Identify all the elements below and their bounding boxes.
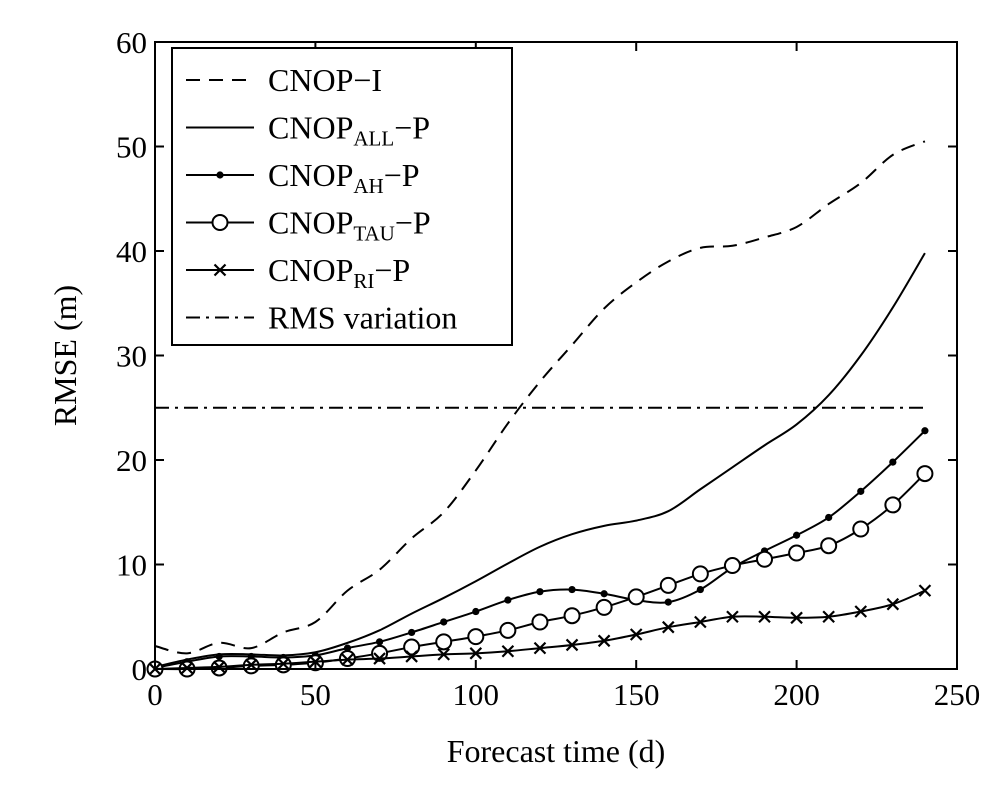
- data-point: [627, 588, 645, 606]
- data-point: [565, 638, 579, 652]
- y-tick-label: 40: [116, 234, 147, 269]
- x-tick-label: 250: [934, 677, 981, 712]
- data-point: [854, 605, 868, 618]
- data-point: [180, 661, 194, 675]
- data-point: [437, 648, 450, 661]
- data-point: [889, 458, 897, 466]
- data-point: [403, 638, 421, 656]
- data-point: [435, 633, 453, 651]
- data-point: [504, 596, 512, 604]
- data-point: [533, 641, 547, 655]
- data-point: [825, 513, 833, 522]
- data-point: [758, 610, 771, 624]
- legend-entry: CNOP−I: [268, 62, 382, 98]
- ticks-layer: 0 50 100 150 200 250 0 10 20 30 40 50 60: [116, 25, 980, 712]
- x-tick-label: 150: [613, 677, 660, 712]
- legend-marker: [211, 214, 229, 231]
- legend-box: [171, 47, 513, 346]
- data-point: [563, 607, 581, 625]
- data-point: [793, 531, 801, 539]
- data-point: [790, 611, 803, 625]
- data-point: [595, 598, 613, 616]
- data-point: [277, 657, 290, 671]
- y-axis-label: RMSE (m): [47, 285, 83, 426]
- data-point: [822, 610, 835, 624]
- data-point: [918, 584, 932, 597]
- legend-entry: RMS variation: [268, 300, 457, 336]
- legend: CNOP−I CNOPALL−P CNOPAH−P CNOPTAU−P CNOPRI−P…: [171, 47, 513, 346]
- series-4: [148, 584, 932, 676]
- data-point: [371, 644, 389, 662]
- data-point: [691, 565, 709, 583]
- data-point: [408, 628, 416, 637]
- data-point: [536, 588, 544, 596]
- series-line: [154, 140, 926, 655]
- data-point: [723, 557, 741, 575]
- y-tick-label: 50: [116, 130, 147, 165]
- legend-marker: [213, 263, 227, 277]
- data-point: [659, 576, 677, 594]
- data-point: [469, 647, 483, 660]
- data-point: [788, 544, 806, 562]
- data-point: [343, 644, 352, 652]
- data-point: [499, 621, 517, 639]
- data-point: [921, 427, 929, 435]
- x-axis-label: Forecast time (d): [447, 733, 666, 769]
- data-point: [568, 585, 576, 594]
- data-point: [820, 537, 838, 555]
- data-point: [531, 613, 549, 631]
- data-point: [405, 650, 418, 663]
- data-point: [852, 520, 870, 538]
- legend-marker: [216, 171, 224, 179]
- x-tick-label: 0: [147, 677, 163, 712]
- data-point: [597, 634, 611, 648]
- data-point: [756, 550, 774, 568]
- data-point: [600, 590, 608, 598]
- data-point: [694, 615, 707, 629]
- data-point: [467, 628, 485, 646]
- y-tick-label: 30: [116, 339, 147, 374]
- y-tick-label: 0: [132, 652, 148, 687]
- data-point: [884, 496, 902, 514]
- x-tick-label: 200: [773, 677, 820, 712]
- data-point: [916, 465, 934, 483]
- legend-entry: CNOPAH−P: [268, 157, 420, 198]
- series-3: [146, 465, 934, 678]
- legend-entry: CNOPTAU−P: [268, 205, 431, 246]
- data-point: [212, 660, 226, 674]
- series-line: [154, 430, 926, 669]
- series-0: [154, 140, 926, 655]
- data-point: [886, 597, 900, 611]
- data-point: [857, 487, 865, 495]
- data-point: [696, 585, 704, 594]
- data-point: [215, 652, 223, 661]
- data-point: [664, 598, 672, 606]
- legend-entry: CNOPALL−P: [268, 110, 430, 151]
- y-tick-label: 20: [116, 443, 147, 478]
- data-point: [341, 653, 354, 666]
- data-point: [472, 607, 480, 616]
- data-point: [375, 638, 384, 646]
- data-point: [501, 644, 515, 658]
- x-tick-label: 100: [453, 677, 500, 712]
- data-point: [726, 610, 739, 624]
- data-point: [662, 620, 675, 634]
- data-point: [373, 652, 386, 665]
- legend-entry: CNOPRI−P: [268, 252, 410, 293]
- y-tick-label: 60: [116, 25, 147, 60]
- data-point: [629, 628, 643, 641]
- y-tick-label: 10: [116, 548, 147, 583]
- data-point: [440, 618, 448, 626]
- x-tick-label: 50: [300, 677, 331, 712]
